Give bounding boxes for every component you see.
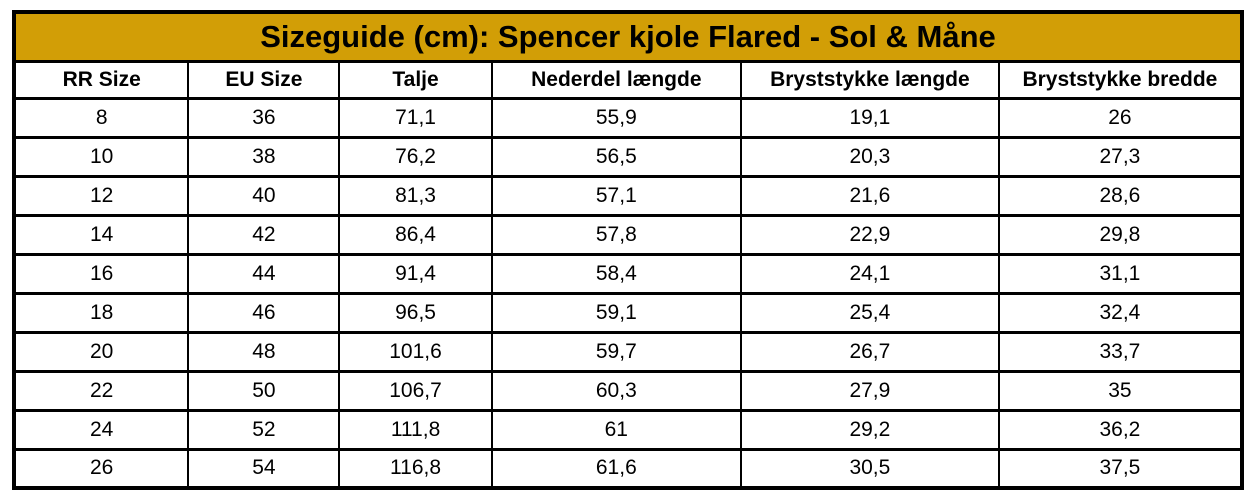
table-cell: 81,3 bbox=[338, 174, 493, 217]
table-cell: 38 bbox=[187, 135, 341, 178]
table-cell: 19,1 bbox=[739, 96, 1000, 139]
table-row: 16 44 91,4 58,4 24,1 31,1 bbox=[12, 252, 1244, 295]
table-cell: 35 bbox=[997, 369, 1244, 412]
column-header: RR Size bbox=[12, 59, 190, 100]
table-cell: 44 bbox=[187, 252, 341, 295]
table-row: 8 36 71,1 55,9 19,1 26 bbox=[12, 96, 1244, 139]
table-cell: 86,4 bbox=[338, 213, 493, 256]
table-cell: 29,2 bbox=[739, 408, 1000, 451]
table-cell: 40 bbox=[187, 174, 341, 217]
column-header: EU Size bbox=[187, 59, 341, 100]
table-cell: 76,2 bbox=[338, 135, 493, 178]
table-cell: 36 bbox=[187, 96, 341, 139]
table-cell: 54 bbox=[187, 447, 341, 490]
table-cell: 42 bbox=[187, 213, 341, 256]
table-cell: 101,6 bbox=[338, 330, 493, 373]
table-cell: 25,4 bbox=[739, 291, 1000, 334]
column-header: Bryststykke længde bbox=[739, 59, 1000, 100]
table-row: 14 42 86,4 57,8 22,9 29,8 bbox=[12, 213, 1244, 256]
table-cell: 24,1 bbox=[739, 252, 1000, 295]
table-cell: 71,1 bbox=[338, 96, 493, 139]
table-cell: 22,9 bbox=[739, 213, 1000, 256]
table-cell: 31,1 bbox=[997, 252, 1244, 295]
table-row: 10 38 76,2 56,5 20,3 27,3 bbox=[12, 135, 1244, 178]
table-cell: 21,6 bbox=[739, 174, 1000, 217]
table-cell: 16 bbox=[12, 252, 190, 295]
table-body: 8 36 71,1 55,9 19,1 26 10 38 76,2 56,5 20,3 27,3 12 4… bbox=[12, 96, 1244, 490]
table-cell: 36,2 bbox=[997, 408, 1244, 451]
table-cell: 116,8 bbox=[338, 447, 493, 490]
table-cell: 8 bbox=[12, 96, 190, 139]
table-cell: 37,5 bbox=[997, 447, 1244, 490]
table-cell: 57,1 bbox=[490, 174, 742, 217]
table-cell: 59,1 bbox=[490, 291, 742, 334]
table-cell: 60,3 bbox=[490, 369, 742, 412]
table-cell: 59,7 bbox=[490, 330, 742, 373]
table-cell: 48 bbox=[187, 330, 341, 373]
table-cell: 24 bbox=[12, 408, 190, 451]
table-cell: 33,7 bbox=[997, 330, 1244, 373]
table-cell: 26 bbox=[12, 447, 190, 490]
table-cell: 56,5 bbox=[490, 135, 742, 178]
table-cell: 46 bbox=[187, 291, 341, 334]
table-cell: 18 bbox=[12, 291, 190, 334]
table-row: 18 46 96,5 59,1 25,4 32,4 bbox=[12, 291, 1244, 334]
table-row: 24 52 111,8 61 29,2 36,2 bbox=[12, 408, 1244, 451]
header-row: RR Size EU Size Talje Nederdel længde Brysts… bbox=[12, 59, 1244, 100]
table-cell: 52 bbox=[187, 408, 341, 451]
column-header: Bryststykke bredde bbox=[997, 59, 1244, 100]
table-cell: 22 bbox=[12, 369, 190, 412]
table-cell: 58,4 bbox=[490, 252, 742, 295]
table-cell: 32,4 bbox=[997, 291, 1244, 334]
table-cell: 57,8 bbox=[490, 213, 742, 256]
table-cell: 26,7 bbox=[739, 330, 1000, 373]
table-cell: 27,3 bbox=[997, 135, 1244, 178]
table-cell: 28,6 bbox=[997, 174, 1244, 217]
title-row: Sizeguide (cm): Spencer kjole Flared - S… bbox=[13, 10, 1243, 63]
table-cell: 20 bbox=[12, 330, 190, 373]
table-cell: 14 bbox=[12, 213, 190, 256]
column-header: Talje bbox=[338, 59, 493, 100]
table-row: 26 54 116,8 61,6 30,5 37,5 bbox=[12, 447, 1244, 490]
table-cell: 106,7 bbox=[338, 369, 493, 412]
table-cell: 61,6 bbox=[490, 447, 742, 490]
table-row: 22 50 106,7 60,3 27,9 35 bbox=[12, 369, 1244, 412]
sizeguide-table: Sizeguide (cm): Spencer kjole Flared - S… bbox=[12, 10, 1244, 490]
table-cell: 30,5 bbox=[739, 447, 1000, 490]
table-cell: 91,4 bbox=[338, 252, 493, 295]
column-header: Nederdel længde bbox=[490, 59, 742, 100]
table-cell: 12 bbox=[12, 174, 190, 217]
sizeguide-table-container: Sizeguide (cm): Spencer kjole Flared - S… bbox=[12, 10, 1244, 490]
table-title: Sizeguide (cm): Spencer kjole Flared - S… bbox=[13, 10, 1243, 63]
table-cell: 50 bbox=[187, 369, 341, 412]
table-cell: 111,8 bbox=[338, 408, 493, 451]
table-cell: 26 bbox=[997, 96, 1244, 139]
table-cell: 55,9 bbox=[490, 96, 742, 139]
table-cell: 29,8 bbox=[997, 213, 1244, 256]
table-row: 20 48 101,6 59,7 26,7 33,7 bbox=[12, 330, 1244, 373]
table-cell: 61 bbox=[490, 408, 742, 451]
table-cell: 27,9 bbox=[739, 369, 1000, 412]
table-cell: 96,5 bbox=[338, 291, 493, 334]
table-cell: 20,3 bbox=[739, 135, 1000, 178]
table-row: 12 40 81,3 57,1 21,6 28,6 bbox=[12, 174, 1244, 217]
table-cell: 10 bbox=[12, 135, 190, 178]
